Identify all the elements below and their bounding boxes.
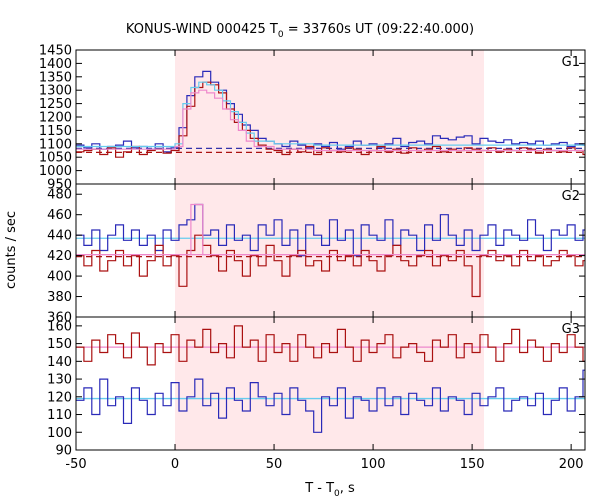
y-tick-label: 480 xyxy=(47,188,72,203)
chart-title: KONUS-WIND 000425 T0 = 33760s UT (09:22:… xyxy=(126,22,474,40)
y-tick-label: 100 xyxy=(47,426,72,441)
y-tick-label: 360 xyxy=(47,311,72,326)
x-tick-label: 100 xyxy=(361,457,386,472)
series-line-0 xyxy=(76,325,585,366)
y-tick-label: 110 xyxy=(47,408,72,423)
y-tick-label: 1400 xyxy=(39,57,72,72)
y-axis-title: counts / sec xyxy=(4,211,19,289)
y-tick-label: 1250 xyxy=(39,97,72,112)
y-tick-label: 1150 xyxy=(39,124,72,139)
y-tick-label: 380 xyxy=(47,290,72,305)
panel-g3: 90 100 110 120 130 140 150 160 G3 xyxy=(47,316,586,459)
x-axis-title: T - T0, s xyxy=(304,481,355,499)
series-line-2 xyxy=(76,203,585,256)
y-tick-label: 400 xyxy=(47,270,72,285)
y-tick-label: 420 xyxy=(47,249,72,264)
y-tick-label: 120 xyxy=(47,390,72,405)
x-tick-label: 200 xyxy=(559,457,584,472)
x-tick-label: 150 xyxy=(460,457,485,472)
y-tick-label: 1350 xyxy=(39,70,72,85)
series-line-0 xyxy=(76,203,585,257)
y-tick-label: 1050 xyxy=(39,151,72,166)
y-tick-label: 140 xyxy=(47,355,72,370)
y-tick-label: 1200 xyxy=(39,111,72,126)
y-tick-label: 150 xyxy=(47,337,72,352)
y-tick-label: 1100 xyxy=(39,137,72,152)
panel-label: G3 xyxy=(562,322,580,337)
series-line-1 xyxy=(76,369,585,433)
x-tick-label: 50 xyxy=(266,457,283,472)
y-tick-label: 460 xyxy=(47,208,72,223)
x-tick-label: 0 xyxy=(171,457,179,472)
y-tick-label: 440 xyxy=(47,229,72,244)
series-line-3 xyxy=(76,89,585,152)
series-line-0 xyxy=(76,70,585,153)
y-tick-label: 1450 xyxy=(39,44,72,59)
y-tick-label: 1000 xyxy=(39,164,72,179)
y-tick-label: 130 xyxy=(47,373,72,388)
y-tick-label: 1300 xyxy=(39,84,72,99)
y-tick-label: 160 xyxy=(47,319,72,334)
panel-label: G1 xyxy=(562,55,580,70)
y-tick-label: 950 xyxy=(47,178,72,193)
panel-label: G2 xyxy=(562,189,580,204)
panel-g2: 360 380 400 420 440 460 480 G2 xyxy=(47,183,586,326)
panel-frame xyxy=(75,316,586,451)
series-line-1 xyxy=(76,234,585,298)
y-tick-label: 90 xyxy=(55,444,72,459)
x-tick-label: -50 xyxy=(65,457,86,472)
